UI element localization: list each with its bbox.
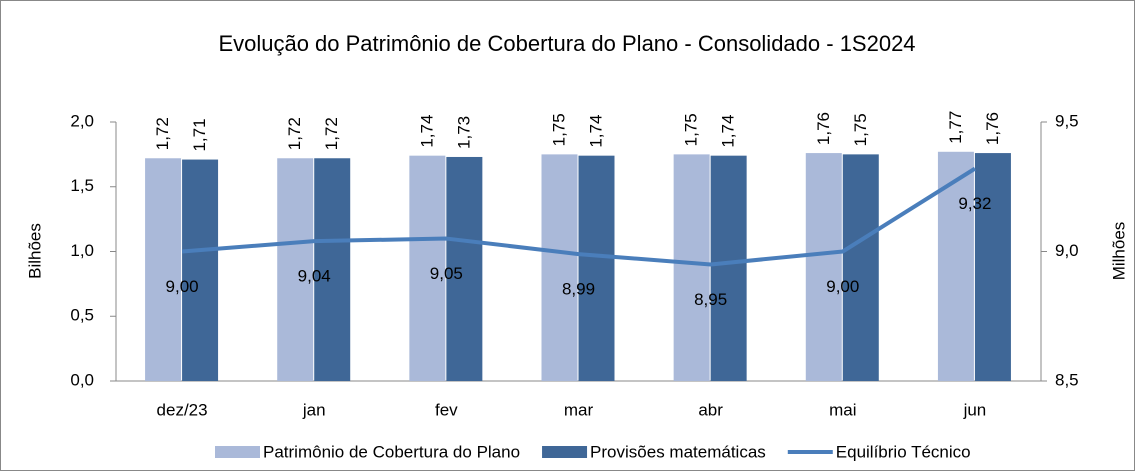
x-tick-label: jun [963,400,987,419]
bar-value-label: 1,74 [586,115,605,148]
bar-value-label: 1,75 [851,113,870,146]
bar [710,155,747,381]
line-value-label: 8,95 [694,290,727,309]
bar-value-label: 1,76 [983,112,1002,145]
line-value-label: 9,32 [958,194,991,213]
legend-label: Patrimônio de Cobertura do Plano [263,442,520,461]
bar [673,154,710,381]
bar [541,154,578,381]
line [181,166,976,267]
bar [446,156,483,381]
bar [277,158,314,381]
y2-tick-label: 9,0 [1055,241,1079,260]
legend-swatch [215,446,260,458]
line-value-label: 9,04 [298,267,331,286]
bar-value-label: 1,72 [285,117,304,150]
line-value-label: 8,99 [562,280,595,299]
bar-value-label: 1,76 [814,112,833,145]
y-tick-label: 2,0 [70,111,94,130]
bar [578,155,615,381]
y-tick-label: 1,5 [70,176,94,195]
y-tick-label: 0,5 [70,306,94,325]
y2-tick-label: 8,5 [1055,370,1079,389]
bar-value-label: 1,75 [682,113,701,146]
bar-value-label: 1,74 [719,115,738,148]
line-value-label: 9,00 [826,277,859,296]
bar-value-label: 1,73 [454,116,473,149]
chart-title: Evolução do Patrimônio de Cobertura do P… [218,31,915,56]
bar [842,154,879,381]
legend-label: Provisões matemáticas [590,442,766,461]
bar-value-label: 1,71 [190,118,209,151]
x-tick-label: jan [302,400,326,419]
bar [805,153,842,381]
y-tick-label: 1,0 [70,241,94,260]
bar-value-label: 1,72 [153,117,172,150]
x-tick-label: mai [829,400,856,419]
bar [145,158,182,381]
y-tick-label: 0,0 [70,370,94,389]
y-axis-title: Bilhões [25,223,44,279]
line-value-label: 9,00 [166,277,199,296]
bar-value-label: 1,75 [549,113,568,146]
line-value-label: 9,05 [430,264,463,283]
x-tick-label: abr [698,400,723,419]
bar-value-label: 1,74 [417,115,436,148]
x-tick-label: mar [564,400,594,419]
legend-label: Equilíbrio Técnico [836,442,971,461]
bar [974,153,1011,381]
y2-axis-title: Milhões [1109,222,1128,281]
x-tick-label: dez/23 [157,400,208,419]
bar-value-label: 1,77 [946,111,965,144]
bar [314,158,351,381]
x-tick-label: fev [435,400,458,419]
bar [409,155,446,381]
legend-swatch [542,446,588,458]
y2-tick-label: 9,5 [1055,111,1079,130]
bar-value-label: 1,72 [322,117,341,150]
bar [182,159,219,381]
